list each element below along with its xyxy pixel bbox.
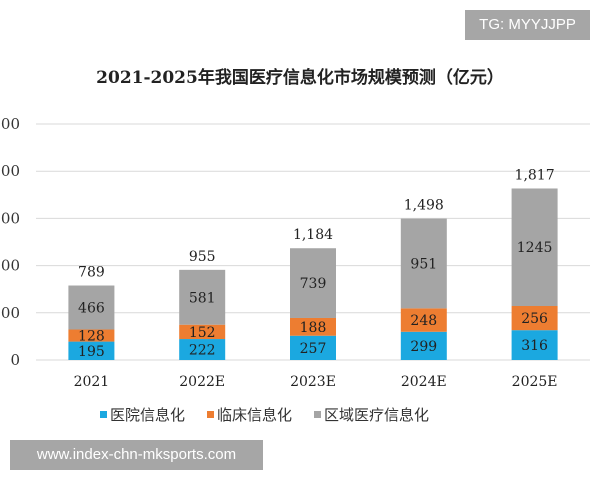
bar-segment: [511, 306, 558, 331]
legend-label: 临床信息化: [217, 406, 293, 424]
total-label: 955: [189, 249, 216, 265]
bar-segment: [290, 317, 336, 336]
data-label: 128: [78, 329, 105, 345]
data-label: 152: [189, 325, 216, 341]
bar-segment: [400, 308, 447, 332]
total-label: 1,817: [515, 167, 555, 183]
y-tick-label: 1500: [0, 209, 20, 227]
data-label: 316: [521, 338, 548, 354]
legend-item-hospital: 医院信息化: [100, 404, 185, 425]
data-label: 466: [78, 301, 105, 317]
y-tick-label: 0: [10, 351, 20, 369]
bar-segment: [68, 341, 115, 360]
bar-segment: [179, 339, 226, 360]
data-label: 951: [410, 256, 437, 272]
bar-segment: [290, 248, 336, 318]
tg-badge: TG: MYYJJPP: [465, 10, 590, 40]
bar-segment: [179, 269, 226, 325]
y-tick-label: 1000: [0, 257, 20, 275]
x-tick-label: 2021: [74, 374, 110, 390]
data-label: 195: [78, 344, 105, 360]
x-tick-label: 2025E: [512, 374, 558, 390]
y-tick-label: 2500: [0, 115, 20, 133]
legend: 医院信息化 临床信息化 区域医疗信息化: [100, 404, 429, 425]
data-label: 581: [189, 290, 216, 306]
total-label: 789: [78, 265, 105, 281]
legend-item-clinical: 临床信息化: [207, 404, 292, 425]
data-label: 256: [521, 311, 548, 327]
legend-swatch: [207, 411, 215, 418]
bar-segment: [290, 335, 336, 360]
bar-segment: [68, 285, 115, 330]
legend-label: 区域医疗信息化: [324, 406, 430, 424]
data-label: 222: [189, 343, 216, 359]
data-label: 299: [410, 339, 437, 355]
bar-segment: [511, 188, 558, 307]
bar-segment: [68, 329, 115, 342]
x-tick-label: 2024E: [401, 374, 447, 390]
bar-segment: [179, 324, 226, 340]
y-tick-label: 2000: [0, 162, 20, 180]
x-tick-label: 2022E: [179, 374, 225, 390]
total-label: 1,498: [404, 198, 444, 214]
data-label: 248: [410, 313, 437, 329]
bar-segment: [400, 331, 447, 360]
data-label: 739: [300, 276, 327, 292]
legend-item-regional: 区域医疗信息化: [314, 404, 429, 425]
legend-swatch: [314, 411, 322, 418]
chart-title: 2021-2025年我国医疗信息化市场规模预测（亿元）: [96, 68, 504, 88]
watermark-url: www.index-chn-mksports.com: [10, 440, 263, 470]
data-label: 257: [300, 341, 327, 357]
bar-segment: [511, 330, 558, 360]
y-tick-label: 500: [0, 304, 20, 322]
x-tick-label: 2023E: [290, 374, 336, 390]
legend-swatch: [100, 411, 107, 418]
data-label: 1245: [517, 240, 553, 256]
data-label: 188: [300, 320, 327, 336]
total-label: 1,184: [293, 227, 333, 243]
bar-segment: [400, 218, 447, 309]
legend-label: 医院信息化: [110, 406, 186, 424]
